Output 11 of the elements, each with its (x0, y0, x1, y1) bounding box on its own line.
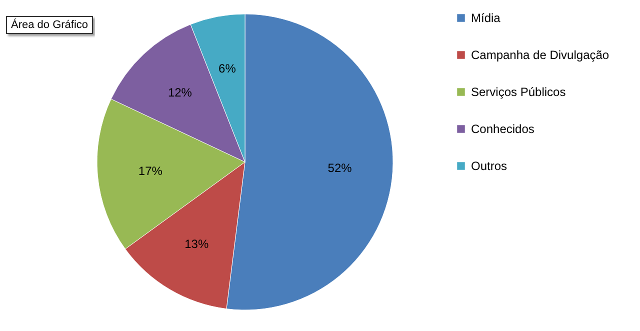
legend-label: Outros (471, 159, 508, 173)
legend-label: Mídia (471, 11, 501, 25)
legend-label: Serviços Públicos (471, 85, 566, 99)
data-label: 13% (184, 236, 209, 251)
data-label: 12% (168, 86, 192, 100)
data-label: 6% (218, 62, 236, 76)
legend-label: Conhecidos (471, 122, 534, 136)
legend-label: Campanha de Divulgação (471, 48, 610, 62)
data-label: 17% (138, 164, 163, 178)
data-label: 52% (328, 160, 352, 175)
text: Área do Gráfico (6, 16, 94, 34)
